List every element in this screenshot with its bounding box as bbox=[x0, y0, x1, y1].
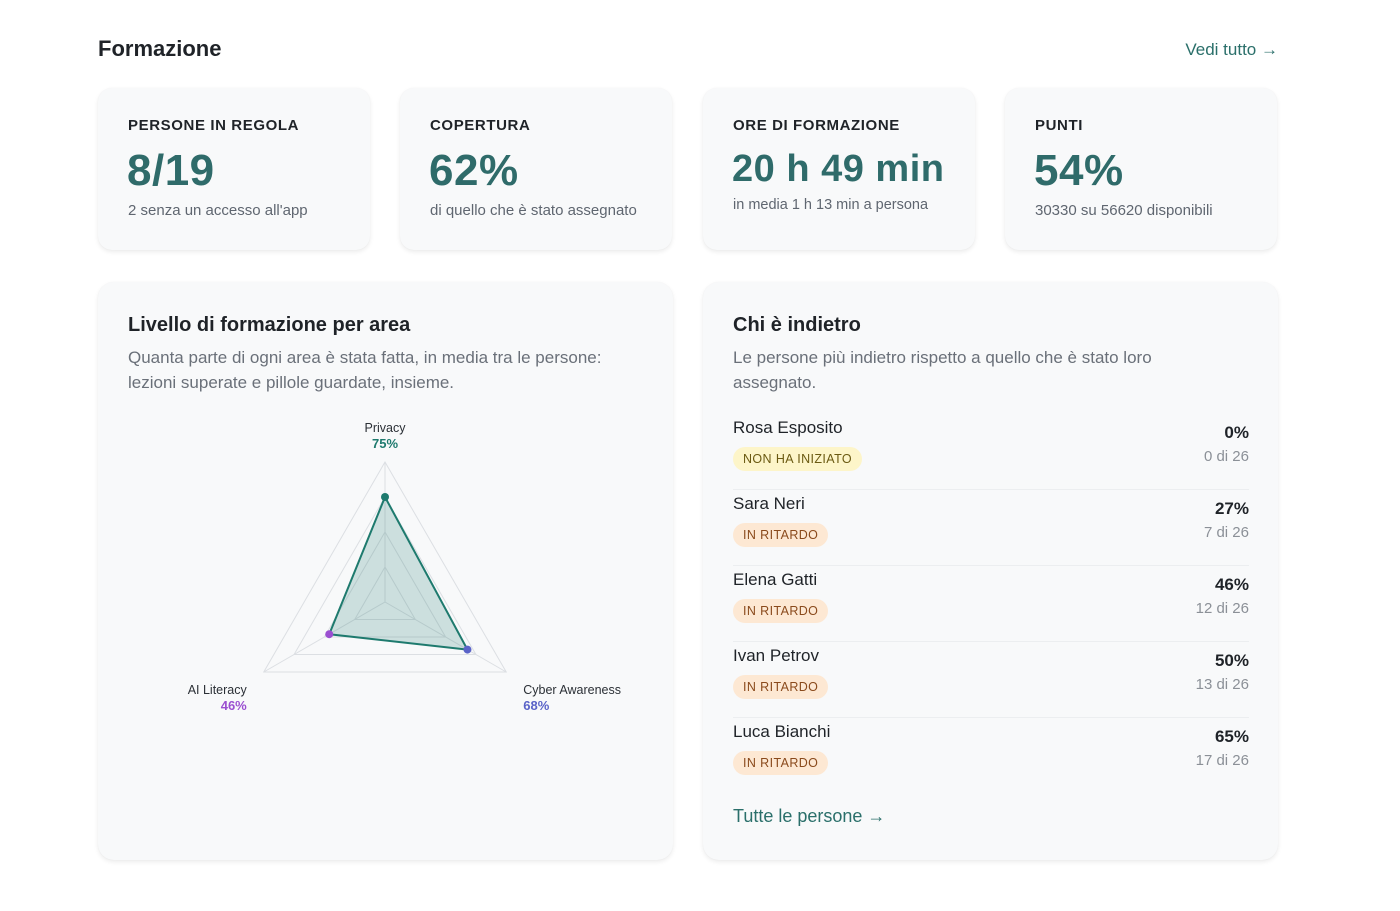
page-title: Formazione bbox=[98, 36, 222, 61]
panel-description: Le persone più indietro rispetto a quell… bbox=[733, 348, 1152, 392]
row-divider bbox=[733, 717, 1249, 718]
kpi-label: PERSONE IN REGOLA bbox=[128, 117, 300, 134]
status-badge: IN RITARDO bbox=[733, 675, 829, 699]
person-row[interactable]: Sara Neri IN RITARDO 27% 7 di 26 bbox=[733, 490, 1249, 566]
radar-axis-line bbox=[384, 601, 507, 673]
radar-grid-ring bbox=[353, 565, 417, 620]
kpi-subtext: 30330 su 56620 disponibili bbox=[1035, 202, 1213, 219]
radar-point bbox=[463, 645, 472, 654]
person-name: Sara Neri bbox=[733, 494, 805, 513]
person-percentage: 46% bbox=[1214, 575, 1249, 594]
people-behind-panel: Chi è indietro Le persone più indietro r… bbox=[703, 282, 1278, 860]
page-header: Formazione Vedi tutto → bbox=[98, 34, 1278, 66]
person-name: Rosa Esposito bbox=[733, 418, 843, 437]
person-percentage: 50% bbox=[1214, 651, 1249, 670]
radar-axis-label: AI Literacy bbox=[188, 683, 248, 697]
kpi-label: COPERTURA bbox=[430, 117, 531, 134]
radar-grid-ring bbox=[262, 461, 508, 673]
status-badge: IN RITARDO bbox=[733, 751, 829, 775]
person-row[interactable]: Ivan Petrov IN RITARDO 50% 13 di 26 bbox=[733, 642, 1249, 718]
person-completed-count: 0 di 26 bbox=[1203, 448, 1249, 465]
kpi-subtext: in media 1 h 13 min a persona bbox=[733, 197, 929, 213]
row-divider bbox=[733, 489, 1249, 490]
person-name: Luca Bianchi bbox=[733, 722, 831, 741]
person-row[interactable]: Elena Gatti IN RITARDO 46% 12 di 26 bbox=[733, 566, 1249, 642]
radar-axis-label: Cyber Awareness bbox=[523, 683, 621, 697]
kpi-subtext: di quello che è stato assegnato bbox=[430, 202, 637, 219]
person-row[interactable]: Rosa Esposito NON HA INIZIATO 0% 0 di 26 bbox=[733, 414, 1249, 490]
row-divider bbox=[733, 565, 1249, 566]
radar-grid bbox=[262, 461, 508, 673]
radar-axis-line bbox=[263, 601, 386, 673]
radar-value-label: 75% bbox=[372, 436, 398, 451]
radar-point bbox=[381, 493, 389, 501]
panel-title: Chi è indietro bbox=[733, 314, 861, 336]
panel-title: Livello di formazione per area bbox=[128, 314, 411, 336]
kpi-value: 8/19 bbox=[127, 146, 215, 195]
person-completed-count: 7 di 26 bbox=[1203, 524, 1249, 541]
row-divider bbox=[733, 641, 1249, 642]
all-people-link[interactable]: Tutte le persone → bbox=[733, 806, 886, 826]
panel-description: Quanta parte di ogni area è stata fatta,… bbox=[128, 348, 602, 392]
person-percentage: 0% bbox=[1224, 423, 1249, 442]
training-by-area-panel: Livello di formazione per area Quanta pa… bbox=[98, 282, 673, 860]
person-percentage: 27% bbox=[1214, 499, 1249, 518]
kpi-value: 54% bbox=[1034, 146, 1124, 195]
radar-grid-ring bbox=[323, 530, 447, 638]
kpi-value: 20 h 49 min bbox=[732, 148, 945, 190]
status-badge: IN RITARDO bbox=[733, 523, 829, 547]
kpi-card-compliant-people: PERSONE IN REGOLA 8/19 2 senza un access… bbox=[98, 88, 370, 250]
kpi-card-points: PUNTI 54% 30330 su 56620 disponibili bbox=[1005, 88, 1277, 250]
person-completed-count: 17 di 26 bbox=[1195, 752, 1249, 769]
person-name: Elena Gatti bbox=[733, 570, 818, 589]
radar-axes bbox=[263, 462, 507, 673]
radar-point bbox=[325, 630, 334, 639]
radar-value-label: 68% bbox=[523, 698, 549, 713]
status-badge: IN RITARDO bbox=[733, 599, 829, 623]
see-all-link[interactable]: Vedi tutto → bbox=[1185, 40, 1278, 59]
kpi-subtext: 2 senza un accesso all'app bbox=[128, 202, 308, 219]
radar-grid-ring bbox=[293, 496, 477, 655]
kpi-label: PUNTI bbox=[1035, 117, 1083, 134]
person-completed-count: 12 di 26 bbox=[1195, 600, 1249, 617]
person-row[interactable]: Luca Bianchi IN RITARDO 65% 17 di 26 bbox=[733, 718, 1249, 794]
radar-axis-label: Privacy bbox=[365, 421, 407, 435]
status-badge: NON HA INIZIATO bbox=[733, 447, 863, 471]
kpi-card-coverage: COPERTURA 62% di quello che è stato asse… bbox=[400, 88, 672, 250]
radar-points bbox=[325, 493, 472, 654]
kpi-value: 62% bbox=[429, 146, 519, 195]
kpi-card-training-hours: ORE DI FORMAZIONE 20 h 49 min in media 1… bbox=[703, 88, 975, 250]
person-completed-count: 13 di 26 bbox=[1195, 676, 1249, 693]
kpi-label: ORE DI FORMAZIONE bbox=[733, 117, 900, 134]
person-name: Ivan Petrov bbox=[733, 646, 819, 665]
person-percentage: 65% bbox=[1214, 727, 1249, 746]
radar-value-label: 46% bbox=[221, 698, 247, 713]
radar-area bbox=[328, 496, 469, 651]
